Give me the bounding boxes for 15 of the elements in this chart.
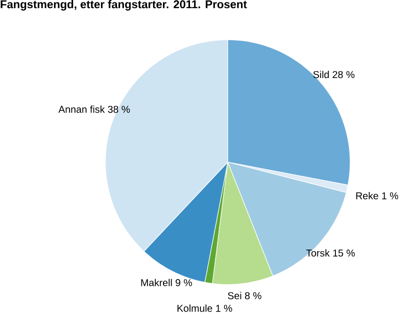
- slice-label: Annan fisk: [58, 105, 105, 113]
- slice-label: Sei: [228, 292, 242, 300]
- data-label: 28 %: [332, 70, 354, 78]
- slice-label: Reke: [356, 192, 378, 200]
- data-label: 15 %: [333, 249, 355, 256]
- data-label: 1 %: [216, 304, 232, 312]
- data-label: 9 %: [176, 278, 192, 286]
- data-label: 8 %: [245, 292, 262, 300]
- slice-label: Torsk: [306, 249, 330, 256]
- slice-label: Sild: [313, 70, 329, 78]
- slice-label: Kolmule: [178, 304, 212, 312]
- data-label: 38 %: [108, 106, 130, 113]
- slice-label: Makrell: [141, 278, 172, 286]
- data-label: 1 %: [382, 192, 398, 200]
- chart-title: Fangstmengd, etter fangstarter. 2011. Prosent: [0, 0, 247, 10]
